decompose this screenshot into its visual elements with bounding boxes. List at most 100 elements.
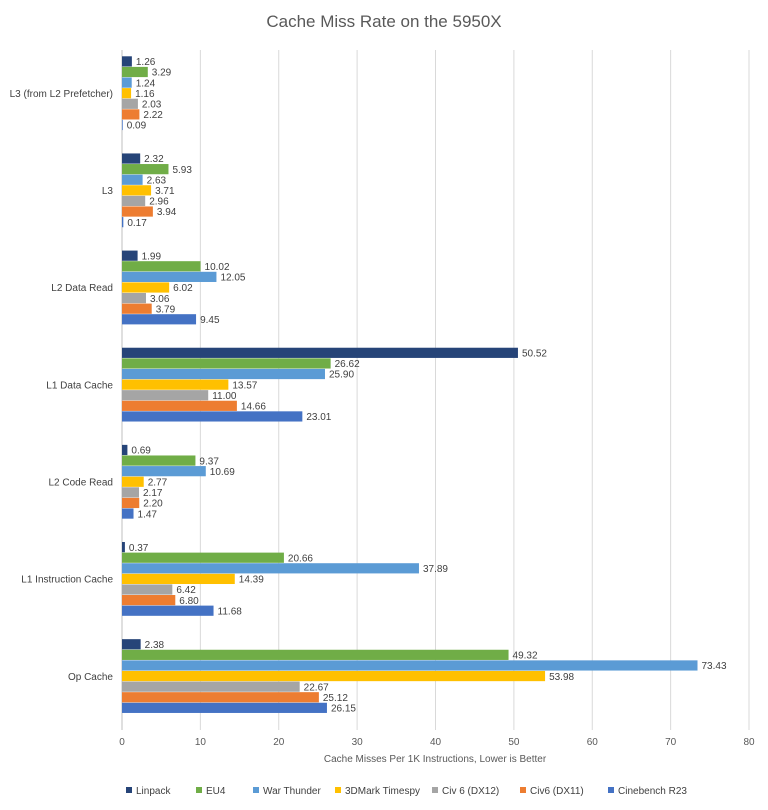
data-label: 6.80 — [179, 596, 199, 607]
legend-item-eu4: EU4 — [206, 786, 226, 797]
bar-eu4 — [122, 66, 148, 78]
bar-civ6-dx11 — [122, 497, 140, 509]
bar-civ6-dx11 — [122, 595, 176, 606]
bar-linpack — [122, 153, 141, 164]
legend-swatch-civ6-dx11 — [520, 787, 526, 793]
data-label: 0.69 — [131, 446, 151, 457]
bar-civ6-dx11 — [122, 692, 319, 703]
bar-civ6-dx11 — [122, 303, 152, 314]
data-label: 2.17 — [143, 488, 163, 499]
x-tick-label: 40 — [430, 737, 442, 748]
data-label: 14.39 — [239, 575, 264, 586]
bar-war-thunder — [122, 466, 206, 477]
data-label: 3.06 — [150, 294, 170, 305]
bar-war-thunder — [122, 368, 325, 380]
data-label: 26.62 — [335, 359, 360, 370]
data-label: 0.09 — [127, 121, 147, 132]
bar-cinebench-r23 — [122, 508, 134, 519]
data-label: 11.00 — [212, 391, 237, 402]
data-label: 0.17 — [127, 218, 147, 229]
data-label: 2.32 — [144, 154, 164, 165]
data-label: 11.68 — [218, 606, 243, 617]
bar-war-thunder — [122, 660, 698, 671]
data-label: 25.90 — [329, 370, 354, 381]
data-label: 1.26 — [136, 57, 156, 68]
bars: 1.263.291.241.162.032.220.09 2.32 5.93 2.63… — [122, 56, 727, 715]
data-label: 3.29 — [152, 68, 172, 79]
bar-civ-6-dx12 — [122, 487, 140, 498]
data-label: 26.15 — [331, 704, 356, 715]
data-label: 12.05 — [220, 273, 245, 284]
data-label: 5.93 — [172, 165, 192, 176]
bar-eu4 — [122, 358, 331, 369]
bar-cinebench-r23 — [122, 605, 214, 616]
data-label: 20.66 — [288, 553, 313, 564]
x-tick-label: 70 — [665, 737, 677, 748]
legend-swatch-linpack — [126, 787, 132, 793]
data-label: 9.45 — [200, 315, 220, 326]
chart-title: Cache Miss Rate on the 5950X — [266, 12, 501, 31]
data-label: 22.67 — [304, 682, 329, 693]
category-label: L1 Instruction Cache — [21, 575, 113, 586]
bar-3dmark-timespy — [122, 88, 132, 99]
data-label: 13.57 — [232, 380, 257, 391]
bar-eu4 — [122, 649, 509, 660]
bar-3dmark-timespy — [122, 185, 152, 196]
data-label: 2.03 — [142, 100, 162, 111]
data-label: 53.98 — [549, 672, 574, 683]
legend-swatch-eu4 — [196, 787, 202, 793]
data-label: 3.94 — [157, 207, 177, 218]
bar-linpack — [122, 347, 518, 358]
data-label: 6.02 — [173, 283, 193, 294]
data-label: 10.02 — [205, 262, 230, 273]
data-label: 9.37 — [199, 456, 219, 467]
x-tick-label: 20 — [273, 737, 285, 748]
data-label: 25.12 — [323, 693, 348, 704]
category-label: L2 Data Read — [51, 283, 113, 294]
data-label: 73.43 — [702, 661, 727, 672]
category-label: L2 Code Read — [49, 477, 114, 488]
data-label: 2.20 — [143, 499, 163, 510]
data-label: 1.24 — [136, 78, 156, 89]
bar-civ6-dx11 — [122, 206, 153, 217]
bar-3dmark-timespy — [122, 379, 229, 390]
x-tick-label: 50 — [508, 737, 520, 748]
bar-linpack — [122, 542, 125, 553]
bar-war-thunder — [122, 174, 143, 185]
bar-3dmark-timespy — [122, 573, 235, 585]
data-label: 23.01 — [306, 412, 331, 423]
legend-item-civ6-dx11: Civ6 (DX11) — [530, 786, 584, 797]
x-tick-label: 0 — [119, 737, 125, 748]
data-label: 1.16 — [135, 89, 155, 100]
category-label: L3 — [102, 186, 114, 197]
bar-3dmark-timespy — [122, 670, 546, 682]
x-tick-label: 10 — [195, 737, 207, 748]
bar-3dmark-timespy — [122, 476, 144, 487]
legend-item-3dmark-timespy: 3DMark Timespy — [345, 786, 420, 797]
bar-linpack — [122, 639, 141, 650]
legend-swatch-civ-6-dx12 — [432, 787, 438, 793]
legend-swatch-war-thunder — [253, 787, 259, 793]
data-label: 3.71 — [155, 186, 175, 197]
data-label: 2.77 — [148, 477, 168, 488]
bar-eu4 — [122, 261, 201, 272]
data-label: 50.52 — [522, 349, 547, 360]
data-label: 2.38 — [145, 640, 165, 651]
gridlines — [121, 50, 750, 730]
bar-civ-6-dx12 — [122, 681, 300, 692]
bar-war-thunder — [122, 77, 132, 88]
bar-civ6-dx11 — [122, 400, 237, 411]
legend-item-war-thunder: War Thunder — [263, 786, 321, 797]
legend-item-civ-6-dx12: Civ 6 (DX12) — [442, 786, 499, 797]
x-tick-label: 60 — [587, 737, 599, 748]
data-label: 10.69 — [210, 467, 235, 478]
bar-cinebench-r23 — [122, 702, 327, 713]
x-tick-label: 30 — [352, 737, 364, 748]
category-label: L1 Data Cache — [46, 380, 113, 391]
data-label: 0.37 — [129, 543, 149, 554]
data-label: 6.42 — [176, 585, 196, 596]
bar-eu4 — [122, 552, 284, 563]
data-label: 1.99 — [142, 251, 162, 262]
x-axis-label: Cache Misses Per 1K Instructions, Lower … — [324, 754, 547, 765]
